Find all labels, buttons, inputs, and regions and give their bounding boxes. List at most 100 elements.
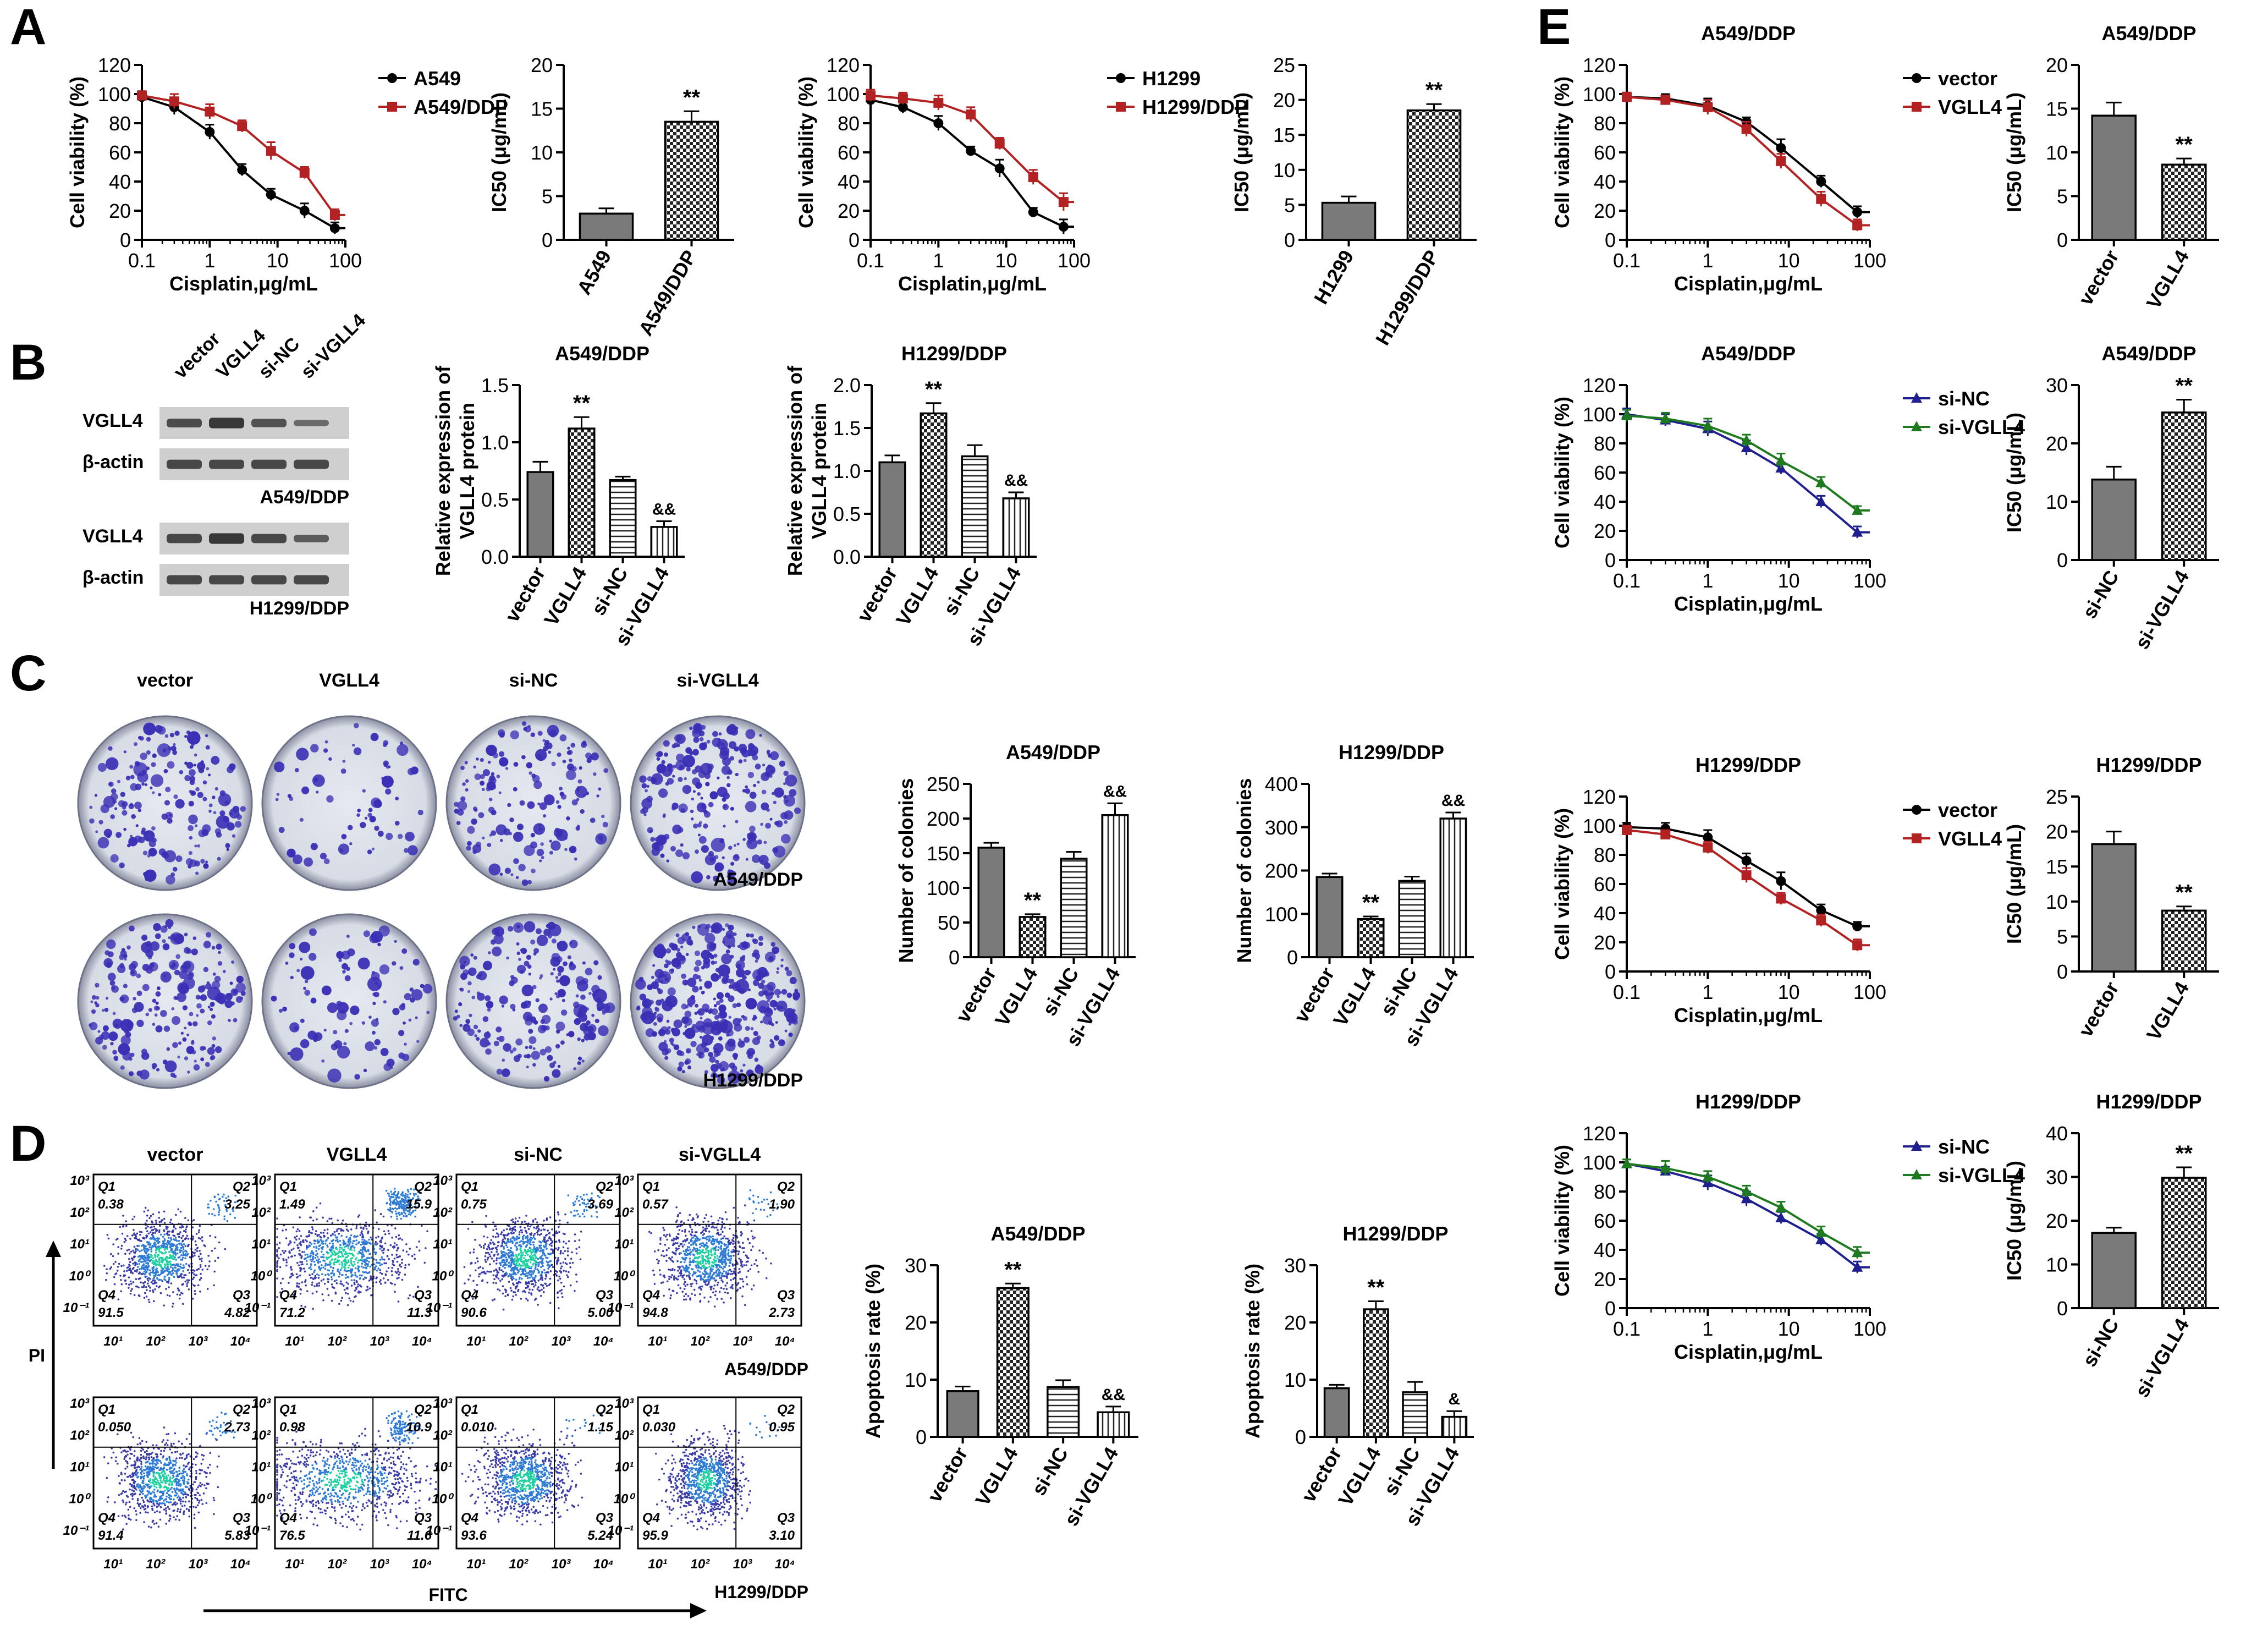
data-point	[1775, 454, 1787, 465]
flow-event	[347, 1240, 350, 1243]
colony-dot	[410, 997, 415, 1003]
flow-event	[395, 1249, 398, 1252]
flow-event	[152, 1232, 155, 1234]
colony-dot	[194, 860, 200, 867]
flow-event	[315, 1250, 317, 1253]
flow-event	[188, 1288, 190, 1291]
colony-dot	[540, 1048, 547, 1056]
flow-event	[276, 1260, 279, 1262]
flow-event	[385, 1189, 388, 1192]
flow-event	[366, 1286, 368, 1288]
flow-event	[149, 1289, 151, 1292]
colony-dot	[692, 1023, 696, 1028]
colony-dot	[371, 931, 383, 943]
flow-event	[312, 1210, 315, 1212]
flow-event	[288, 1250, 291, 1253]
colony-dot	[158, 848, 166, 856]
colony-dot	[98, 820, 103, 825]
y-tick-label: 10	[2046, 491, 2068, 513]
y-tick-label: 30	[905, 1254, 927, 1277]
flow-event	[388, 1195, 390, 1197]
flow-event	[144, 1245, 147, 1248]
flow-event	[322, 1266, 324, 1269]
colony-dot	[641, 1011, 655, 1024]
flow-event	[569, 1284, 572, 1287]
colony-dot	[603, 768, 609, 773]
flow-event	[120, 1244, 123, 1247]
colony-dot	[189, 1012, 194, 1017]
x-tick-label: 100	[1853, 249, 1886, 272]
flow-event	[170, 1264, 172, 1266]
colony-dot	[349, 842, 353, 846]
colony-dot	[591, 752, 599, 761]
colony-dot	[404, 993, 411, 1001]
flow-event	[403, 1215, 405, 1217]
chart-title: H1299/DDP	[1696, 754, 1801, 776]
data-point	[1776, 156, 1786, 166]
flow-event	[408, 1253, 410, 1256]
blot-band	[167, 419, 202, 427]
flow-event	[516, 1220, 519, 1222]
flow-event	[155, 1275, 157, 1277]
colony-dot	[488, 806, 495, 814]
colony-dot	[539, 802, 547, 810]
flow-event	[354, 1234, 356, 1237]
flow-event	[144, 1272, 146, 1275]
flow-event	[329, 1234, 332, 1237]
colony-dot	[696, 975, 701, 980]
colony-dot	[95, 1036, 103, 1045]
flow-event	[124, 1253, 126, 1255]
y-tick-label: 80	[1594, 432, 1616, 455]
colony-dot	[404, 848, 409, 853]
flow-event	[177, 1263, 179, 1266]
flow-event	[182, 1252, 185, 1255]
colony-dot	[676, 743, 680, 748]
flow-event	[559, 1219, 561, 1222]
flow-event	[140, 1266, 143, 1269]
flow-event	[393, 1193, 395, 1196]
colony-dot	[673, 1044, 680, 1051]
flow-event	[379, 1244, 382, 1247]
colony-dot	[223, 970, 226, 973]
flow-event	[391, 1274, 393, 1276]
flow-event	[382, 1215, 385, 1218]
colony-dot	[758, 936, 764, 941]
flow-event	[149, 1287, 151, 1289]
colony-dot	[501, 1068, 510, 1077]
colony-dot	[543, 814, 547, 818]
colony-dot	[129, 765, 134, 769]
colony-dot	[501, 1004, 504, 1008]
flow-event	[186, 1283, 188, 1285]
colony-dot	[733, 932, 737, 936]
flow-event	[119, 1275, 122, 1277]
flow-event	[508, 1281, 510, 1283]
flow-event	[536, 1288, 539, 1291]
colony-dot	[515, 876, 519, 880]
colony-dot	[591, 985, 600, 993]
flow-event	[135, 1278, 137, 1280]
flow-event	[365, 1221, 367, 1224]
y-tick-label: 120	[827, 54, 860, 76]
colony-dot	[200, 1046, 205, 1051]
flow-event	[390, 1196, 393, 1199]
flow-event	[399, 1264, 401, 1266]
flow-event	[402, 1249, 405, 1251]
flow-event	[148, 1269, 151, 1271]
data-point	[994, 163, 1005, 174]
flow-event	[342, 1243, 345, 1246]
flow-event	[312, 1277, 314, 1280]
colony-dot	[163, 1025, 170, 1032]
legend-marker	[1912, 805, 1922, 815]
flow-event	[302, 1240, 304, 1243]
colony-dot	[370, 733, 379, 742]
flow-event	[377, 1267, 379, 1270]
colony-dot	[788, 1023, 791, 1026]
colony-dot	[344, 1029, 349, 1033]
colony-dot	[674, 734, 682, 742]
flow-event	[375, 1265, 377, 1267]
colony-dot	[346, 934, 350, 938]
flow-event	[148, 1246, 151, 1249]
flow-event	[398, 1203, 400, 1205]
flow-event	[406, 1189, 409, 1191]
